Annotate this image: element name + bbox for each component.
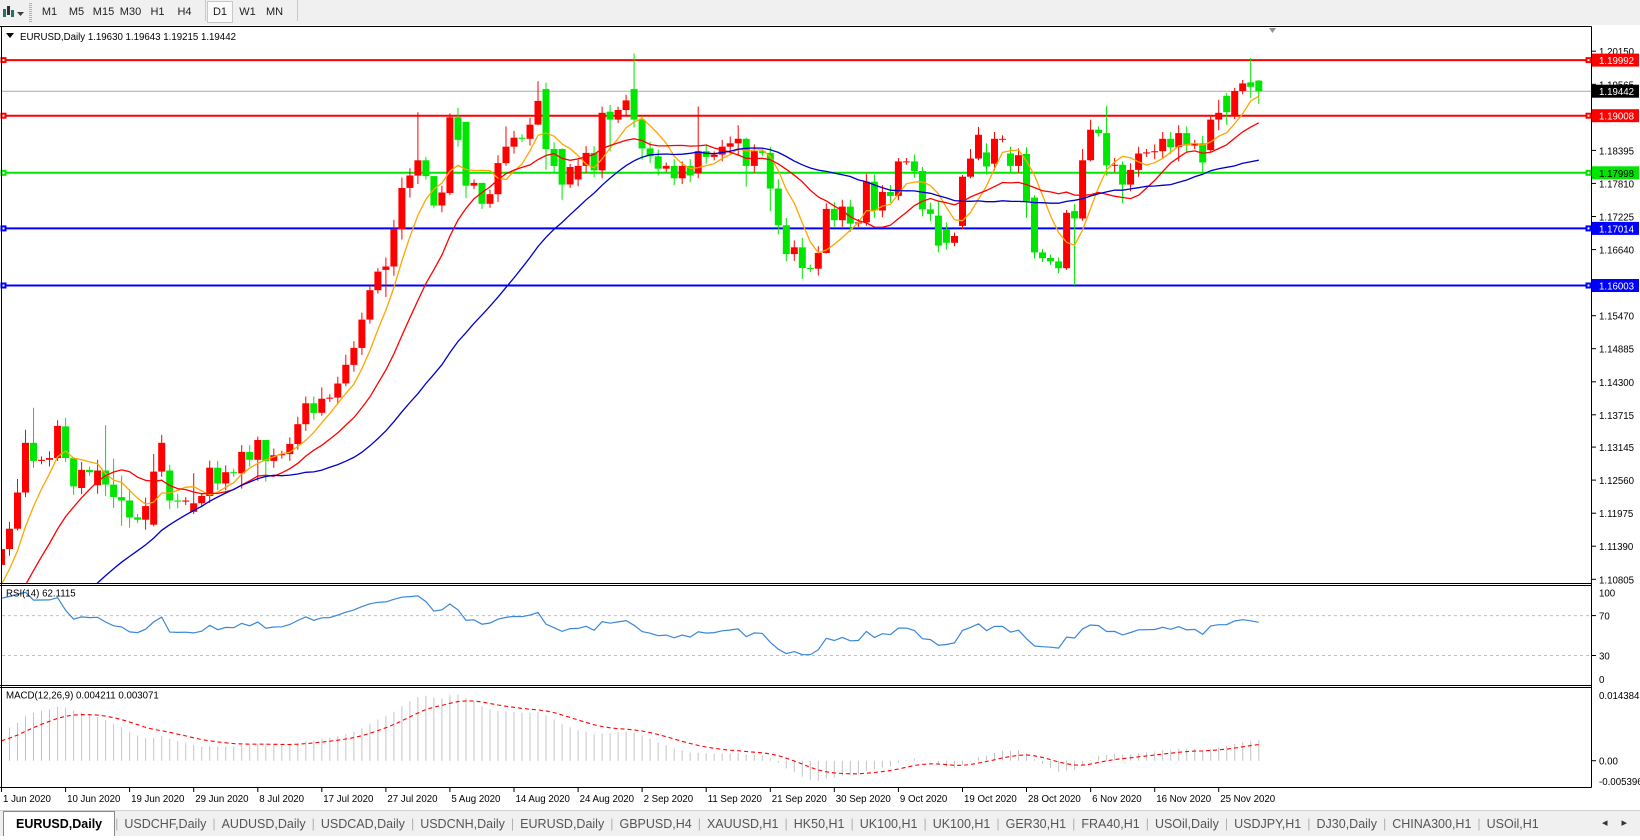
svg-text:19 Jun 2020: 19 Jun 2020 (131, 794, 185, 805)
svg-text:1.19992: 1.19992 (1599, 56, 1634, 67)
svg-text:16 Nov 2020: 16 Nov 2020 (1156, 794, 1212, 805)
svg-text:1.13715: 1.13715 (1599, 411, 1634, 422)
svg-text:1.11390: 1.11390 (1599, 542, 1634, 553)
svg-text:19 Oct 2020: 19 Oct 2020 (964, 794, 1017, 805)
svg-text:29 Jun 2020: 29 Jun 2020 (195, 794, 249, 805)
svg-text:EURUSD,Daily 1.19630 1.19643: EURUSD,Daily 1.19630 1.19643 1.19215 1.1… (20, 32, 236, 43)
svg-text:17 Jul 2020: 17 Jul 2020 (323, 794, 374, 805)
svg-text:1.14300: 1.14300 (1599, 378, 1635, 389)
svg-text:1.15470: 1.15470 (1599, 312, 1635, 323)
svg-text:5 Aug 2020: 5 Aug 2020 (451, 794, 501, 805)
svg-text:1.19008: 1.19008 (1599, 112, 1634, 123)
svg-text:-0.005396: -0.005396 (1599, 777, 1640, 788)
svg-text:RSI(14) 62.1115: RSI(14) 62.1115 (6, 589, 76, 600)
svg-text:0: 0 (1599, 675, 1605, 686)
svg-text:1.17225: 1.17225 (1599, 213, 1634, 224)
svg-text:1.16640: 1.16640 (1599, 246, 1635, 257)
svg-text:30 Sep 2020: 30 Sep 2020 (836, 794, 892, 805)
svg-text:1.19442: 1.19442 (1599, 87, 1634, 98)
svg-text:6 Nov 2020: 6 Nov 2020 (1092, 794, 1142, 805)
svg-text:1.13145: 1.13145 (1599, 443, 1634, 454)
svg-text:0.00: 0.00 (1599, 757, 1618, 768)
svg-text:1.20150: 1.20150 (1599, 47, 1635, 58)
svg-text:1.17014: 1.17014 (1599, 224, 1635, 235)
svg-text:10 Jun 2020: 10 Jun 2020 (67, 794, 121, 805)
svg-text:1.11975: 1.11975 (1599, 509, 1633, 520)
svg-text:25 Nov 2020: 25 Nov 2020 (1220, 794, 1276, 805)
svg-text:0.014384: 0.014384 (1599, 691, 1640, 702)
svg-text:8 Jul 2020: 8 Jul 2020 (259, 794, 304, 805)
svg-text:27 Jul 2020: 27 Jul 2020 (387, 794, 438, 805)
svg-text:1.12560: 1.12560 (1599, 476, 1635, 487)
svg-text:11 Sep 2020: 11 Sep 2020 (708, 794, 763, 805)
svg-text:2 Sep 2020: 2 Sep 2020 (644, 794, 694, 805)
svg-text:24 Aug 2020: 24 Aug 2020 (580, 794, 635, 805)
svg-text:21 Sep 2020: 21 Sep 2020 (772, 794, 828, 805)
svg-text:1.14885: 1.14885 (1599, 345, 1634, 356)
svg-text:MACD(12,26,9) 0.004211 0.00307: MACD(12,26,9) 0.004211 0.003071 (6, 691, 159, 702)
svg-text:30: 30 (1599, 652, 1610, 663)
svg-text:9 Oct 2020: 9 Oct 2020 (900, 794, 948, 805)
svg-text:1.18395: 1.18395 (1599, 146, 1634, 157)
svg-text:1.17998: 1.17998 (1599, 169, 1634, 180)
svg-text:1.17810: 1.17810 (1599, 179, 1635, 190)
svg-text:1.10805: 1.10805 (1599, 575, 1634, 586)
svg-text:1 Jun 2020: 1 Jun 2020 (3, 794, 52, 805)
svg-text:70: 70 (1599, 612, 1610, 623)
svg-text:28 Oct 2020: 28 Oct 2020 (1028, 794, 1081, 805)
svg-text:1.16003: 1.16003 (1599, 282, 1634, 293)
svg-text:14 Aug 2020: 14 Aug 2020 (516, 794, 571, 805)
svg-text:100: 100 (1599, 589, 1616, 600)
